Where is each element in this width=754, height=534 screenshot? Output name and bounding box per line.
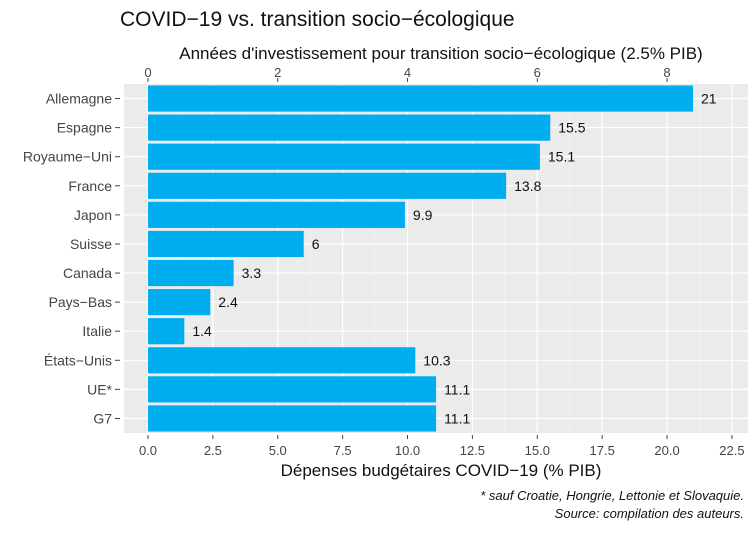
bar — [148, 405, 437, 432]
x-tick-label: 0.0 — [139, 443, 157, 458]
plot-panel — [124, 84, 748, 433]
category-label: G7 — [93, 410, 112, 426]
data-label: 3.3 — [242, 265, 262, 281]
category-label: Pays−Bas — [49, 294, 112, 310]
x2-tick-label: 8 — [663, 65, 670, 80]
chart-title: COVID−19 vs. transition socio−écologique — [120, 8, 515, 31]
bars — [148, 85, 693, 432]
x-axis: 0.0 2.5 5.0 7.5 10.0 12.5 15.0 17.5 20.0 22.5 — [139, 435, 745, 458]
bar — [148, 172, 507, 199]
category-label: Allemagne — [46, 91, 112, 107]
x-tick-label: 17.5 — [590, 443, 615, 458]
x-tick-label: 2.5 — [204, 443, 222, 458]
x-tick-label: 5.0 — [269, 443, 287, 458]
x2-axis: 0 2 4 6 8 — [144, 65, 671, 82]
data-label: 2.4 — [218, 294, 238, 310]
category-label: Japon — [74, 207, 112, 223]
category-label: Espagne — [57, 120, 112, 136]
data-label: 21 — [701, 91, 717, 107]
x-tick-label: 10.0 — [395, 443, 420, 458]
category-label: Royaume−Uni — [23, 149, 112, 165]
bar — [148, 376, 437, 403]
x2-tick-label: 4 — [404, 65, 411, 80]
data-label: 11.1 — [444, 381, 470, 397]
x-tick-label: 15.0 — [525, 443, 550, 458]
x2-axis-title: Années d'investissement pour transition … — [179, 44, 702, 63]
data-label: 6 — [312, 236, 320, 252]
bar — [148, 114, 551, 141]
x2-tick-label: 0 — [144, 65, 151, 80]
x-axis-title: Dépenses budgétaires COVID−19 (% PIB) — [281, 461, 602, 480]
x-tick-label: 22.5 — [719, 443, 744, 458]
x-tick-label: 20.0 — [654, 443, 679, 458]
category-label: Suisse — [70, 236, 112, 252]
bar — [148, 85, 693, 112]
data-label: 15.1 — [548, 149, 575, 165]
bar — [148, 201, 405, 228]
x-tick-label: 7.5 — [334, 443, 352, 458]
category-label: France — [68, 178, 112, 194]
data-label: 1.4 — [192, 323, 212, 339]
category-label: Italie — [82, 323, 112, 339]
category-label: États−Unis — [44, 352, 112, 368]
source-note: Source: compilation des auteurs. — [555, 506, 744, 521]
footnote: * sauf Croatie, Hongrie, Lettonie et Slo… — [480, 488, 744, 503]
category-label: Canada — [63, 265, 112, 281]
data-labels: 21 15.5 15.1 13.8 9.9 6 3.32.4 1.4 10.3 11.1 11.1 — [192, 91, 716, 427]
data-label: 13.8 — [514, 178, 541, 194]
x-tick-label: 12.5 — [460, 443, 485, 458]
bar — [148, 318, 185, 345]
bar — [148, 259, 234, 287]
x2-tick-label: 2 — [274, 65, 281, 80]
bar — [148, 347, 416, 374]
y-axis: Allemagne Espagne Royaume−Uni France Japon Su… — [23, 91, 120, 426]
x2-tick-label: 6 — [534, 65, 541, 80]
bar — [148, 289, 211, 316]
data-label: 9.9 — [413, 207, 433, 223]
bar — [148, 143, 540, 170]
data-label: 11.1 — [444, 410, 470, 426]
data-label: 10.3 — [423, 352, 450, 368]
bar — [148, 230, 304, 258]
category-label: UE* — [87, 381, 112, 397]
data-label: 15.5 — [558, 120, 585, 136]
